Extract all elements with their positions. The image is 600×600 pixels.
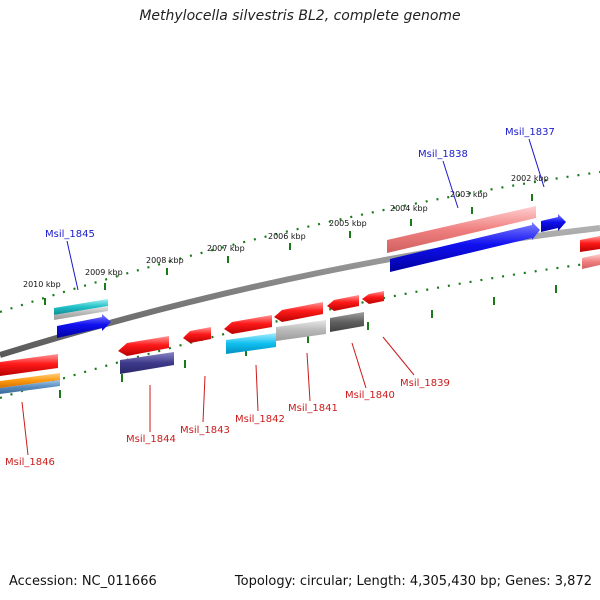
gene-label: Msil_1844 [126,434,176,445]
gene-label: Msil_1837 [505,127,555,138]
gene-edge-red[interactable] [580,236,600,252]
accession-text: Accession: NC_011666 [9,574,157,589]
gene-label: Msil_1845 [45,229,95,240]
tick-label: 2009 kbp [85,268,123,277]
gene-msil-1841[interactable] [276,320,326,341]
gene-msil-1837[interactable] [541,214,566,232]
forward-genes [54,206,600,338]
tick-label: 2002 kbp [511,174,549,183]
gene-msil-1846[interactable] [0,380,60,394]
tick-label: 2007 kbp [207,244,245,253]
gene-label: Msil_1839 [400,378,450,389]
tick-label: 2004 kbp [390,204,428,213]
tick-label: 2005 kbp [329,219,367,228]
kbp-labels: 2010 kbp 2009 kbp 2008 kbp 2007 kbp 2006… [23,174,549,289]
gene-msil-1838-pink[interactable] [387,206,536,253]
tick-label: 2006 kbp [268,232,306,241]
gene-label: Msil_1843 [180,425,230,436]
gene-msil-1839[interactable] [362,291,384,304]
genome-summary-text: Topology: circular; Length: 4,305,430 bp… [234,574,592,589]
gene-msil-1840[interactable] [330,312,364,332]
gene-msil-1843[interactable] [183,327,211,343]
gene-edge-pink[interactable] [582,254,600,269]
gene-label: Msil_1840 [345,390,395,401]
gene-msil-1840-red[interactable] [327,295,359,311]
gene-msil-1844[interactable] [120,352,174,374]
gene-label: Msil_1846 [5,457,55,468]
gene-labels: Msil_1846 Msil_1845 Msil_1844 Msil_1843 … [5,127,555,468]
gene-label: Msil_1841 [288,403,338,414]
tick-label: 2003 kbp [450,190,488,199]
gene-msil-1842-red[interactable] [224,315,272,334]
major-ticks-outer [44,194,533,305]
gene-label: Msil_1842 [235,414,285,425]
gene-msil-1845-b[interactable] [54,306,108,320]
gene-msil-1838[interactable] [390,222,540,272]
gene-label: Msil_1838 [418,149,468,160]
gene-msil-1846-red[interactable] [0,354,58,376]
gene-msil-1845-a[interactable] [54,299,108,315]
tick-label: 2010 kbp [23,280,61,289]
gene-msil-1845[interactable] [57,314,111,338]
gene-msil-1842[interactable] [226,333,276,354]
reverse-genes [0,291,384,394]
major-ticks-inner [59,285,557,398]
tick-label: 2008 kbp [146,256,184,265]
page-title: Methylocella silvestris BL2, complete ge… [139,8,461,24]
gene-msil-1844-red[interactable] [118,336,169,356]
label-leaders [21,138,545,456]
gene-msil-1841-red[interactable] [274,302,323,322]
gene-msil-1846-orange[interactable] [0,373,60,388]
